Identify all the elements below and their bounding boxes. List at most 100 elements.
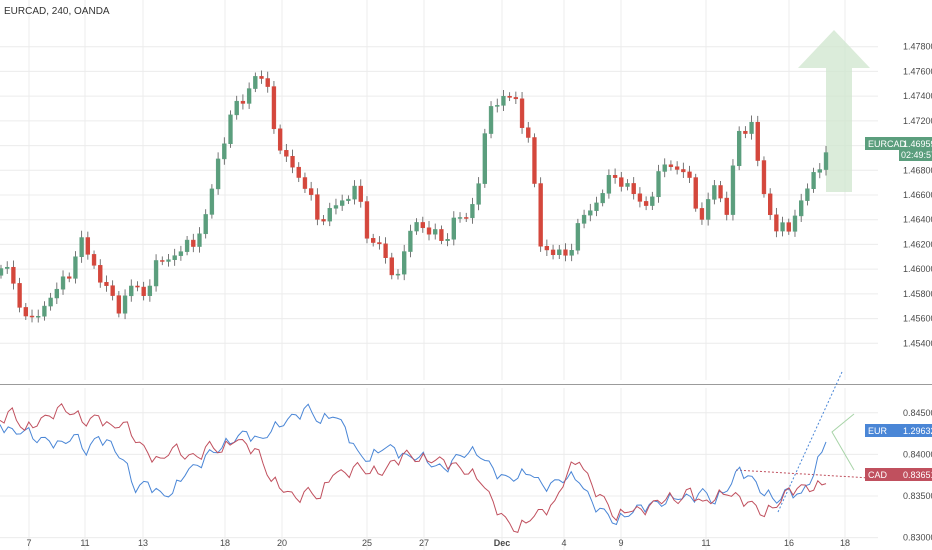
y-tick-label: 1.47400 [903, 91, 932, 101]
candle-down [774, 214, 779, 232]
candle-up [588, 210, 593, 216]
candle-down [420, 222, 425, 229]
y-tick-label: 1.46400 [903, 215, 932, 225]
candle-up [339, 200, 345, 206]
candle-up [172, 255, 177, 260]
candle-down [23, 307, 28, 317]
candle-down [265, 78, 270, 87]
candle-up [482, 133, 488, 184]
candle-down [308, 188, 314, 195]
eur-value-tag-value: 1.29632 [903, 426, 932, 436]
candle-down [643, 201, 649, 206]
candle-down [681, 169, 686, 173]
candle-up [811, 172, 816, 189]
candle-down [507, 95, 512, 98]
eur-value-tag-background [865, 424, 932, 437]
candle-down [761, 160, 767, 195]
candle-up [625, 183, 630, 187]
candle-up [79, 237, 84, 257]
x-tick-label: Dec [494, 538, 511, 548]
candle-down [464, 217, 469, 219]
candle-up [780, 222, 785, 232]
indicator-lines [0, 402, 827, 534]
x-tick-label: 18 [840, 538, 850, 548]
candle-up [712, 185, 717, 200]
y-tick-label: 1.46800 [903, 165, 932, 175]
candle-down [668, 164, 674, 167]
candle-up [203, 214, 208, 235]
candle-up [234, 100, 239, 116]
candle-up [823, 152, 829, 170]
candle-up [488, 106, 494, 134]
candle-down [29, 315, 35, 318]
candle-up [215, 158, 221, 190]
candle-down [364, 201, 370, 239]
y-tick-label: 1.47800 [903, 42, 932, 52]
chart-title: EURCAD, 240, OANDA [4, 6, 110, 17]
candle-down [612, 175, 618, 178]
candle-down [538, 183, 543, 247]
cad-value-tag-background [865, 468, 932, 481]
candle-down [110, 285, 115, 296]
candle-up [445, 239, 450, 241]
candle-down [513, 97, 519, 100]
price-gridlines [0, 0, 878, 380]
eur-value-tag: EUR 1.29632 [865, 424, 932, 437]
green-wedge-annotation [831, 413, 855, 471]
candle-down [277, 128, 283, 151]
candle-down [290, 156, 295, 168]
cad-value-tag-symbol: CAD [868, 470, 888, 480]
candle-up [327, 208, 332, 222]
candle-down [674, 166, 680, 170]
candle-up [54, 288, 60, 299]
x-tick-label: 27 [419, 538, 429, 548]
candle-up [575, 223, 581, 251]
candle-down [135, 285, 140, 288]
candle-down [98, 265, 103, 283]
candle-down [371, 238, 376, 243]
candle-up [184, 239, 190, 252]
candle-down [315, 194, 320, 220]
candle-down [693, 177, 698, 209]
candle-up [606, 175, 612, 194]
candle-up [122, 295, 128, 314]
candle-down [284, 150, 289, 157]
price-axis: 1.478001.476001.474001.472001.470001.468… [903, 42, 932, 349]
eurcad-price-tag-value: 1.46959 [903, 139, 932, 149]
candle-up [730, 165, 736, 215]
eurcad-price-tag-symbol: EURCAD [868, 139, 907, 149]
candle-up [73, 256, 78, 279]
eurcad-price-tag-background [865, 137, 932, 150]
eur-value-tag-symbol: EUR [868, 426, 888, 436]
time-axis: 7 11 13 18 20 25 27 Dec 4 9 11 16 18 [26, 538, 850, 548]
candle-down [631, 183, 636, 195]
candle-up [495, 105, 500, 107]
candle-up [395, 273, 401, 276]
candle-up [352, 185, 357, 200]
candle-down [191, 239, 196, 247]
candle-down [160, 260, 165, 262]
indicator-gridlines [0, 388, 878, 550]
candle-up [228, 114, 233, 145]
x-tick-label: 18 [220, 538, 230, 548]
candle-down [91, 254, 97, 266]
x-tick-label: 11 [701, 538, 710, 548]
candle-down [637, 193, 643, 202]
candle-up [457, 217, 463, 219]
candle-up [470, 204, 475, 219]
candle-up [749, 121, 754, 134]
candle-down [296, 166, 301, 178]
candle-down [67, 276, 72, 279]
x-tick-label: 11 [80, 538, 89, 548]
y-tick-label: 1.47200 [903, 116, 932, 126]
candle-up [600, 193, 605, 204]
candle-up [433, 229, 438, 235]
cad-value-tag-value: 0.83651 [903, 470, 932, 480]
candle-up [153, 260, 159, 287]
candle-down [240, 100, 246, 104]
candle-down [718, 185, 723, 199]
